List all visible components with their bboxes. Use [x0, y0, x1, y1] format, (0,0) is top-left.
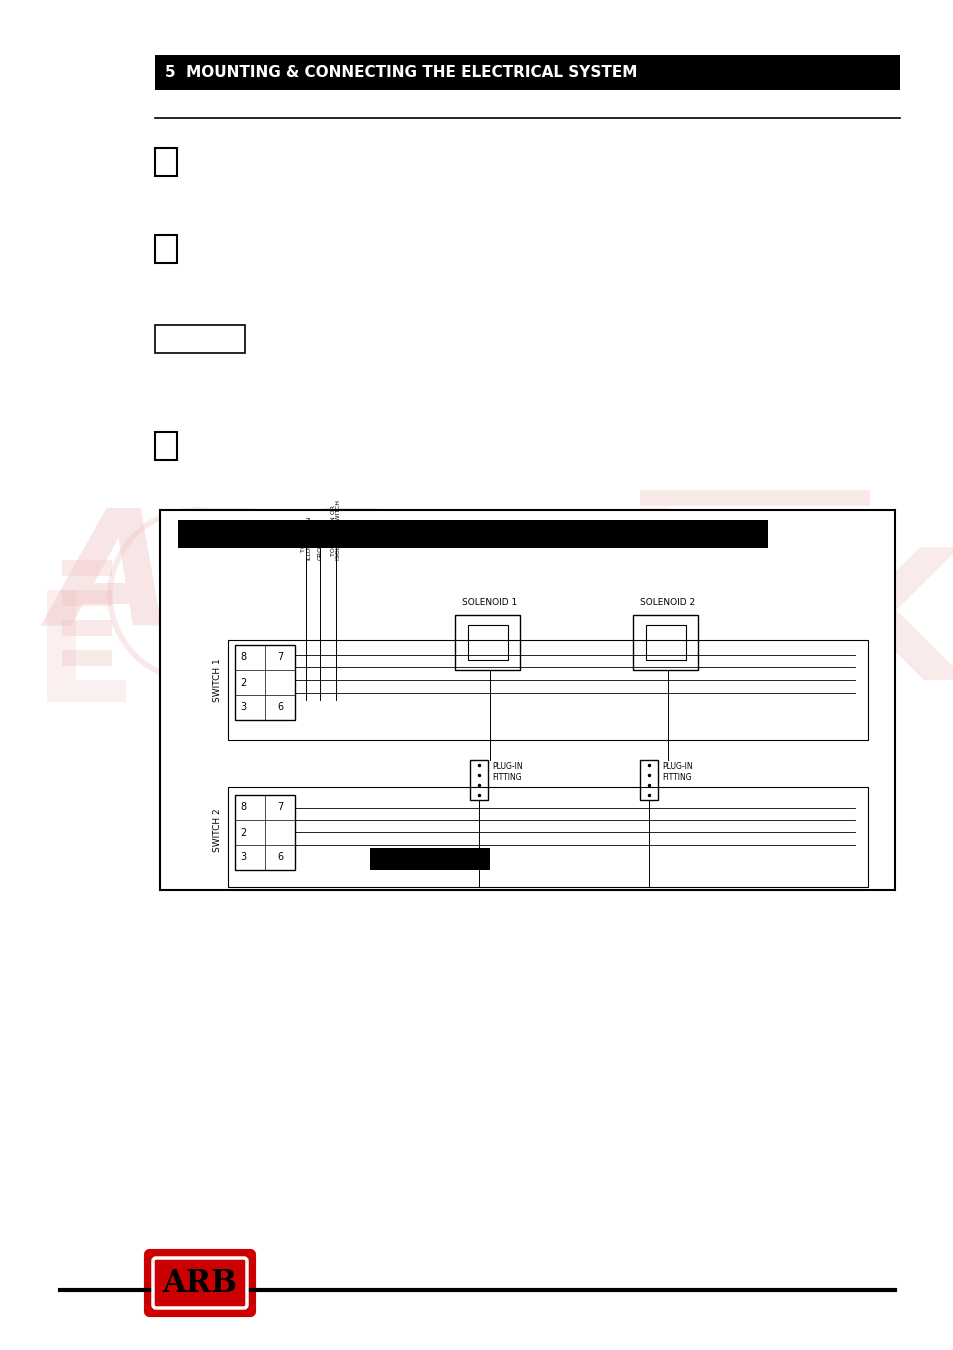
FancyBboxPatch shape — [146, 1251, 253, 1315]
Bar — [470, 760, 488, 801]
Text: 6: 6 — [276, 852, 283, 863]
Bar — [639, 549, 869, 566]
Bar — [62, 590, 112, 606]
Text: SOLENOID 2: SOLENOID 2 — [639, 598, 695, 608]
Bar — [62, 560, 112, 576]
Bar — [160, 510, 894, 890]
Bar — [639, 520, 869, 536]
Bar — [639, 490, 869, 506]
Text: L: L — [33, 586, 131, 734]
Bar — [62, 620, 112, 636]
Bar — [645, 625, 685, 660]
FancyBboxPatch shape — [152, 1258, 247, 1308]
Text: SOLENOID 1: SOLENOID 1 — [462, 598, 517, 608]
Bar — [228, 640, 867, 740]
Text: K: K — [820, 541, 953, 718]
Bar — [154, 432, 177, 460]
Text: 7: 7 — [276, 802, 283, 813]
Bar — [154, 235, 177, 263]
Bar — [633, 616, 698, 670]
Bar — [234, 795, 294, 869]
Bar — [455, 616, 519, 670]
Bar — [234, 645, 294, 720]
Bar — [639, 670, 869, 686]
Text: 6: 6 — [276, 702, 283, 713]
Text: TO IGNITION OR
ISOLATING SWITCH: TO IGNITION OR ISOLATING SWITCH — [331, 500, 341, 560]
Text: GROUND: GROUND — [317, 532, 322, 560]
Bar — [178, 520, 767, 548]
Text: SWITCH 2: SWITCH 2 — [213, 809, 222, 852]
Bar — [154, 325, 245, 352]
Bar — [639, 610, 869, 626]
Bar — [154, 55, 899, 90]
Text: AIR: AIR — [593, 505, 845, 632]
Bar — [228, 787, 867, 887]
Text: PLUG-IN
FITTING: PLUG-IN FITTING — [661, 763, 692, 782]
Bar — [370, 848, 490, 869]
Bar — [639, 580, 869, 595]
Text: 5  MOUNTING & CONNECTING THE ELECTRICAL SYSTEM: 5 MOUNTING & CONNECTING THE ELECTRICAL S… — [165, 65, 637, 80]
Text: 8: 8 — [240, 802, 246, 813]
Text: TO DASH
ILLUMINATION: TO DASH ILLUMINATION — [300, 516, 311, 560]
Text: 7: 7 — [276, 652, 283, 663]
Bar — [62, 649, 112, 666]
Text: 3: 3 — [240, 852, 246, 863]
Text: ARB: ARB — [51, 502, 418, 657]
Bar — [639, 640, 869, 656]
Text: ARB: ARB — [162, 1268, 237, 1299]
Text: 8: 8 — [240, 652, 246, 663]
Text: 2: 2 — [239, 828, 246, 837]
Bar — [468, 625, 507, 660]
Bar — [154, 148, 177, 176]
Bar — [639, 760, 658, 801]
Text: 3: 3 — [240, 702, 246, 713]
Text: 2: 2 — [239, 678, 246, 687]
Text: SWITCH 1: SWITCH 1 — [213, 659, 222, 702]
Text: PLUG-IN
FITTING: PLUG-IN FITTING — [492, 763, 522, 782]
